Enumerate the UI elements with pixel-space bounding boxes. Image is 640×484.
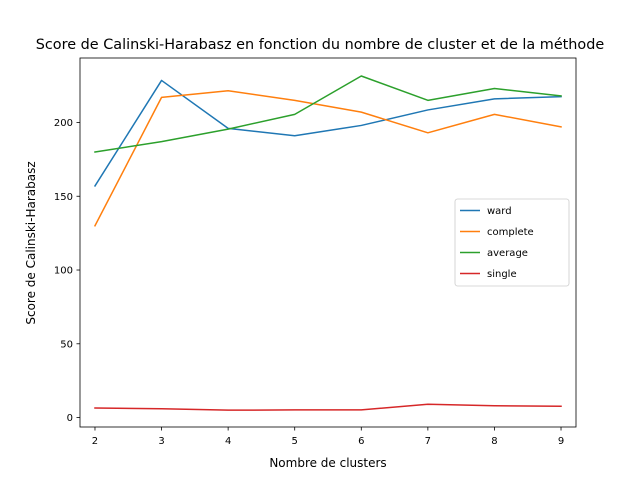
x-tick-label: 9	[558, 436, 564, 447]
legend-box	[454, 198, 570, 287]
series-line-average	[94, 75, 562, 153]
axes-frame	[79, 57, 577, 428]
x-tick-label: 6	[358, 436, 364, 447]
legend-label-single: single	[487, 269, 517, 280]
y-tick-label: 200	[54, 118, 73, 129]
x-tick-label: 5	[292, 436, 298, 447]
series-line-complete	[93, 90, 562, 227]
plot-area	[79, 57, 577, 428]
y-tick-label: 50	[60, 339, 73, 350]
y-tick-label: 150	[54, 192, 73, 203]
chart-title: Score de Calinski-Harabasz en fonction d…	[36, 37, 605, 53]
y-axis-ticks: 0 50 100 150 200	[54, 118, 80, 424]
legend-label-average: average	[487, 248, 528, 259]
x-axis-label: Nombre de clusters	[269, 456, 386, 470]
series-line-ward	[93, 79, 562, 187]
y-axis-label: Score de Calinski-Harabasz	[24, 161, 38, 324]
y-tick-label: 100	[54, 266, 73, 277]
x-tick-label: 2	[92, 436, 98, 447]
y-tick-label: 0	[67, 413, 73, 424]
series-line-single	[94, 403, 562, 411]
legend-label-complete: complete	[487, 227, 534, 238]
x-axis-ticks: 2 3 4 5 6 7 8 9	[92, 427, 564, 447]
legend-label-ward: ward	[487, 206, 512, 217]
x-tick-label: 4	[225, 436, 231, 447]
x-tick-label: 3	[158, 436, 164, 447]
x-tick-label: 7	[425, 436, 431, 447]
x-tick-label: 8	[491, 436, 497, 447]
legend: ward complete average single	[454, 198, 570, 287]
